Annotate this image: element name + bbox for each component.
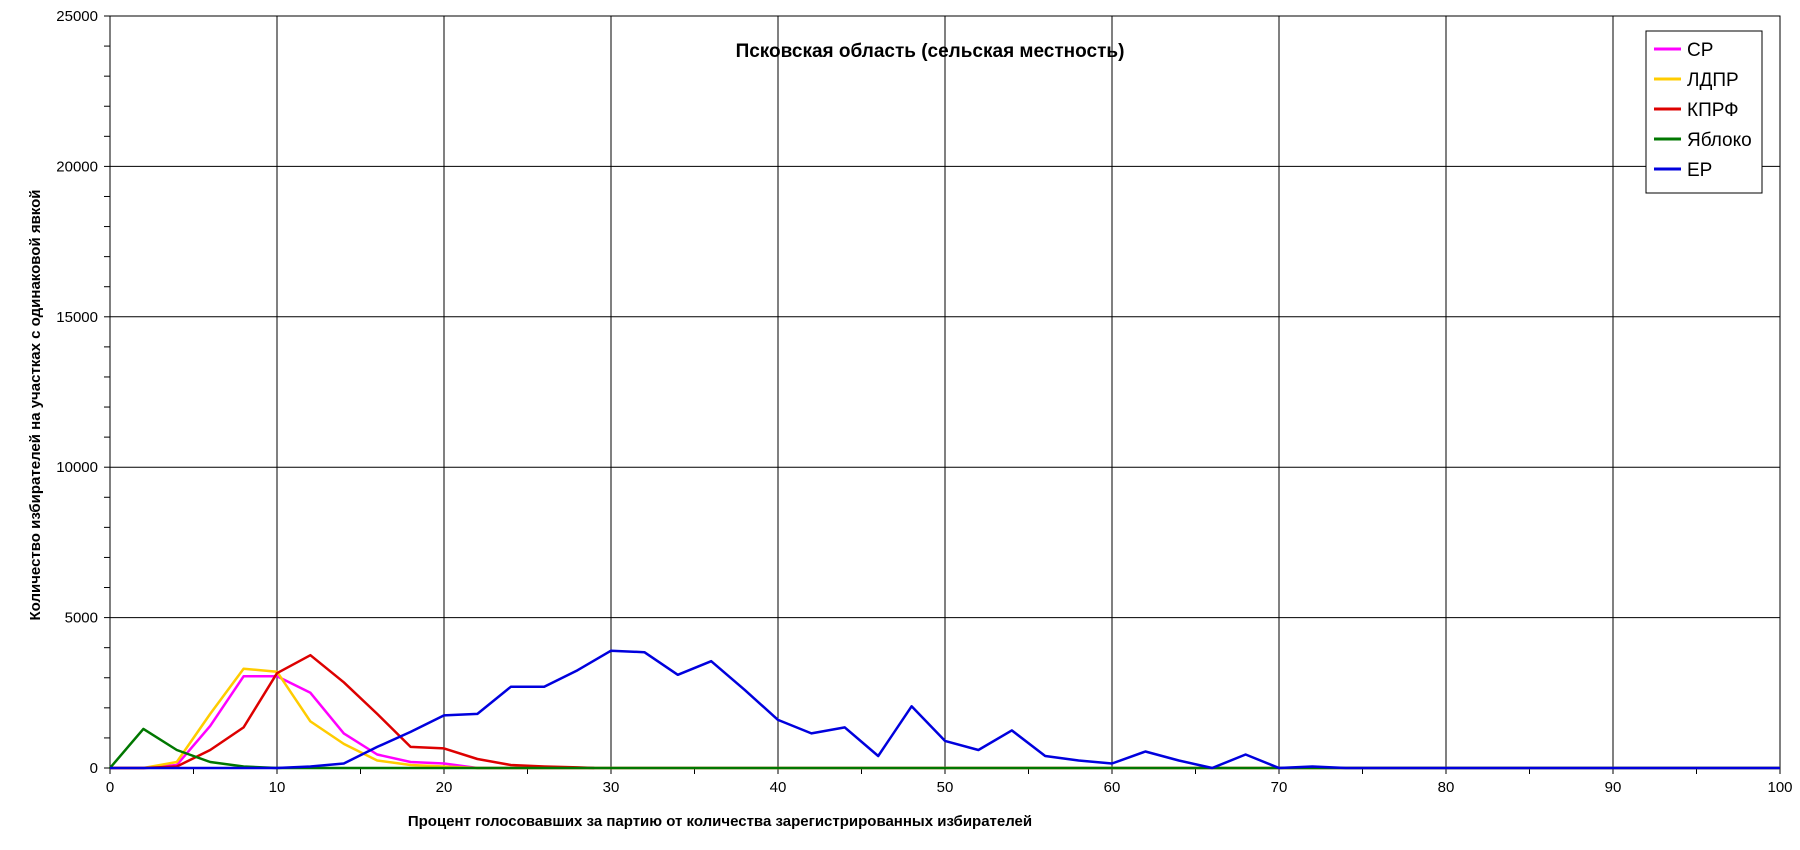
- legend-label-3: Яблоко: [1687, 130, 1752, 151]
- y-tick-label-2: 10000: [56, 459, 98, 476]
- legend-label-2: КПРФ: [1687, 100, 1739, 121]
- y-tick-label-3: 15000: [56, 309, 98, 326]
- tick-labels: 0 10 20 30 40 50 60 70 80 90 100 0 5000 10000 15000 200…: [56, 8, 1792, 796]
- x-tick-label-5: 50: [937, 779, 954, 796]
- series-line-4: [110, 649, 1780, 770]
- x-tick-label-3: 30: [603, 779, 620, 796]
- y-tick-label-0: 0: [90, 760, 98, 777]
- x-tick-label-0: 0: [106, 779, 114, 796]
- y-tick-label-5: 25000: [56, 8, 98, 25]
- x-tick-label-7: 70: [1271, 779, 1288, 796]
- x-tick-label-2: 20: [436, 779, 453, 796]
- chart-title: Псковская область (сельская местность): [736, 41, 1125, 62]
- x-axis-label: Процент голосовавших за партию от количе…: [408, 813, 1032, 830]
- legend: СР ЛДПР КПРФ Яблоко ЕР: [1645, 30, 1763, 194]
- x-tick-label-10: 100: [1767, 779, 1792, 796]
- legend-label-0: СР: [1687, 40, 1713, 61]
- legend-label-1: ЛДПР: [1687, 70, 1739, 91]
- x-tick-label-1: 10: [269, 779, 286, 796]
- x-tick-label-6: 60: [1104, 779, 1121, 796]
- y-tick-label-4: 20000: [56, 158, 98, 175]
- series-lines: [109, 649, 1780, 770]
- x-tick-label-4: 40: [770, 779, 787, 796]
- x-tick-label-8: 80: [1438, 779, 1455, 796]
- y-tick-label-1: 5000: [65, 610, 98, 627]
- y-axis-label: Количество избирателей на участках с оди…: [27, 190, 44, 621]
- legend-label-4: ЕР: [1687, 160, 1712, 181]
- x-tick-label-9: 90: [1605, 779, 1622, 796]
- series-line-2: [110, 653, 595, 770]
- legend-box: [1645, 30, 1763, 194]
